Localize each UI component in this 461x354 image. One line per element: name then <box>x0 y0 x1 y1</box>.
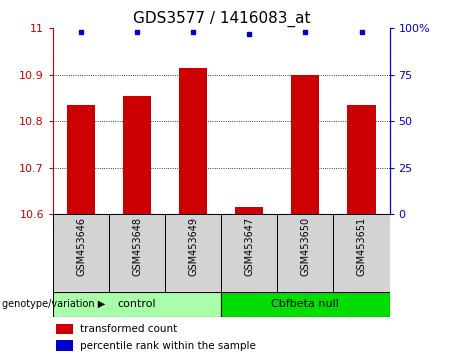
Title: GDS3577 / 1416083_at: GDS3577 / 1416083_at <box>132 11 310 27</box>
Bar <box>67 105 95 214</box>
Bar <box>235 207 263 214</box>
Bar <box>333 214 390 292</box>
Text: GSM453649: GSM453649 <box>188 217 198 276</box>
Bar <box>165 214 221 292</box>
Bar <box>53 214 109 292</box>
Text: GSM453650: GSM453650 <box>301 217 310 276</box>
Bar <box>291 75 319 214</box>
Bar <box>221 292 390 317</box>
Bar <box>221 214 278 292</box>
Text: GSM453651: GSM453651 <box>356 217 366 276</box>
Bar <box>56 341 73 350</box>
Bar <box>56 324 73 334</box>
Bar <box>109 214 165 292</box>
Bar <box>348 105 376 214</box>
Text: control: control <box>118 299 156 309</box>
Bar <box>179 68 207 214</box>
Text: transformed count: transformed count <box>80 324 177 334</box>
Text: GSM453648: GSM453648 <box>132 217 142 276</box>
Bar <box>123 96 151 214</box>
Bar <box>278 214 333 292</box>
Text: Cbfbeta null: Cbfbeta null <box>272 299 339 309</box>
Text: GSM453646: GSM453646 <box>76 217 86 276</box>
Bar <box>53 292 221 317</box>
Text: genotype/variation ▶: genotype/variation ▶ <box>2 299 106 309</box>
Text: percentile rank within the sample: percentile rank within the sample <box>80 341 256 350</box>
Text: GSM453647: GSM453647 <box>244 217 254 276</box>
